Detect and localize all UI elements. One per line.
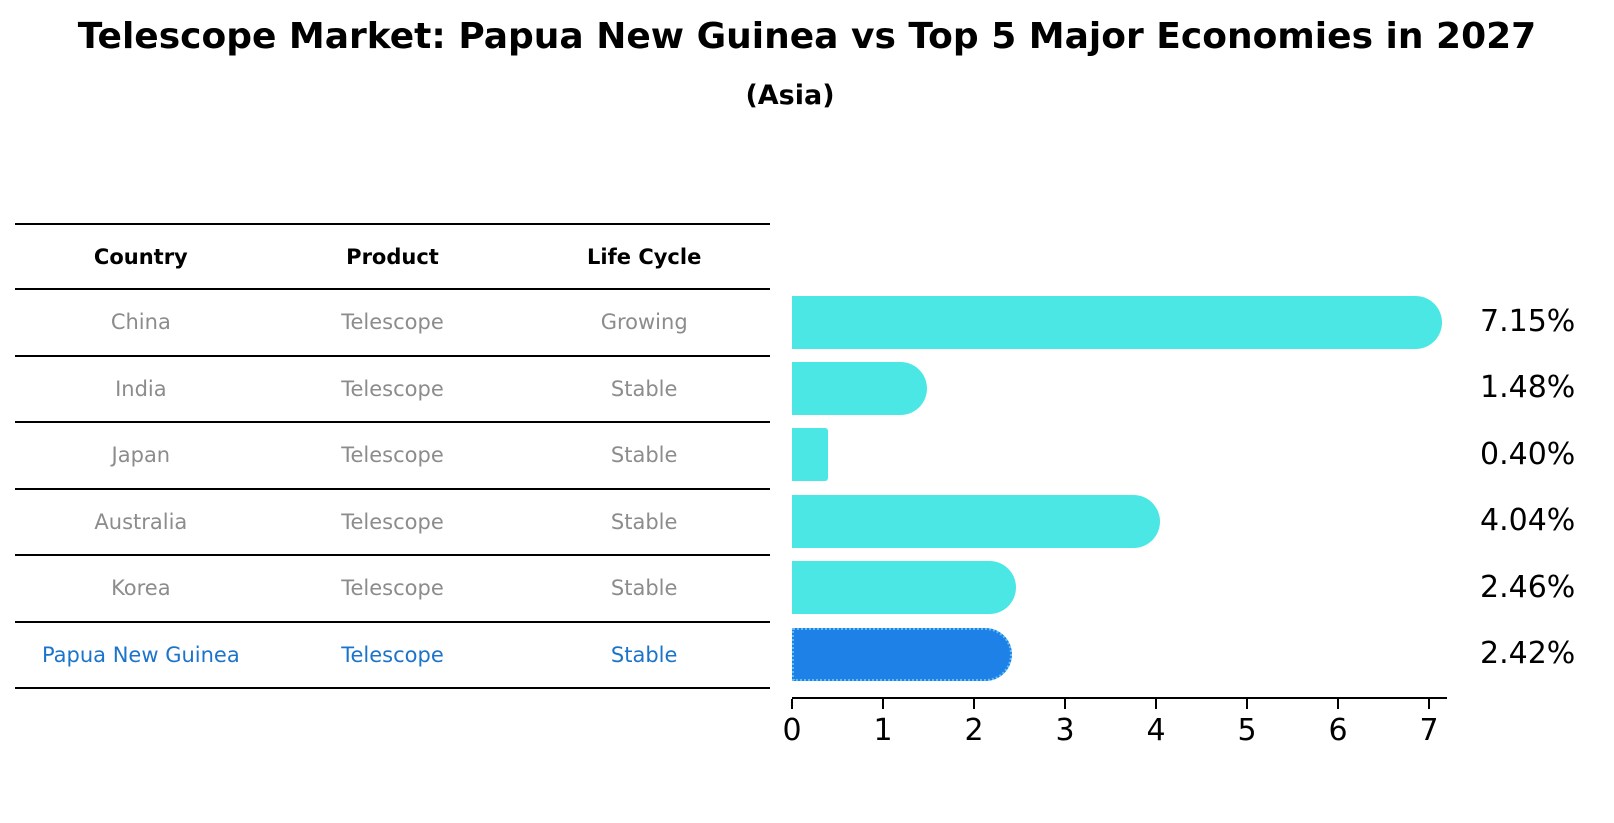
tick-mark-icon [1064, 699, 1066, 709]
tick-label: 6 [1328, 713, 1348, 748]
cell-country: India [115, 376, 167, 401]
tick-mark-icon [1337, 699, 1339, 709]
bar-china [792, 296, 1443, 349]
cell-life-cycle: Stable [610, 376, 678, 401]
bar-india [792, 362, 927, 415]
cell-country: Australia [94, 509, 188, 534]
value-label-india: 1.48% [1480, 370, 1576, 405]
tick-mark-icon [1155, 699, 1157, 709]
table-row-india: India Telescope Stable [15, 357, 770, 423]
bar-plot [792, 0, 1447, 697]
cell-product: Telescope [341, 576, 444, 601]
value-label-korea: 2.46% [1480, 570, 1576, 605]
tick-mark-icon [1428, 699, 1430, 709]
bar-papua-new-guinea [792, 628, 1013, 681]
tick-label: 5 [1237, 713, 1257, 748]
cell-life-cycle: Stable [610, 443, 678, 468]
cell-product: Telescope [341, 443, 444, 468]
value-label-papua-new-guinea: 2.42% [1480, 636, 1576, 671]
tick-label: 3 [1055, 713, 1075, 748]
country-table: Country Product Life Cycle China Telesco… [15, 223, 770, 689]
value-label-japan: 0.40% [1480, 437, 1576, 472]
x-axis: 0 1 2 3 4 5 6 7 [782, 697, 1447, 749]
cell-country: Korea [111, 576, 171, 601]
tick-label: 2 [964, 713, 984, 748]
column-header-life-cycle: Life Cycle [587, 244, 702, 269]
cell-country: China [110, 310, 171, 335]
cell-country: Papua New Guinea [41, 642, 240, 667]
column-header-product: Product [346, 244, 439, 269]
table-row-japan: Japan Telescope Stable [15, 423, 770, 490]
cell-life-cycle: Stable [610, 642, 678, 667]
tick-mark-icon [882, 699, 884, 709]
table-row-korea: Korea Telescope Stable [15, 556, 770, 623]
table-row-papua-new-guinea: Papua New Guinea Telescope Stable [15, 623, 770, 689]
tick-label: 1 [873, 713, 893, 748]
cell-country: Japan [111, 443, 171, 468]
cell-product: Telescope [341, 310, 444, 335]
tick-mark-icon [791, 699, 793, 709]
bar-korea [792, 561, 1016, 614]
tick-label: 7 [1419, 713, 1439, 748]
cell-product: Telescope [341, 509, 444, 534]
table-row-australia: Australia Telescope Stable [15, 490, 770, 556]
value-label-china: 7.15% [1480, 304, 1576, 339]
bar-japan [792, 428, 829, 481]
chart-title: Telescope Market: Papua New Guinea vs To… [77, 16, 1537, 57]
table-row-china: China Telescope Growing [15, 290, 770, 357]
bar-australia [792, 495, 1160, 548]
cell-product: Telescope [341, 642, 444, 667]
tick-mark-icon [973, 699, 975, 709]
tick-label: 4 [1146, 713, 1166, 748]
value-label-australia: 4.04% [1480, 503, 1576, 538]
tick-label: 0 [782, 713, 802, 748]
tick-mark-icon [1246, 699, 1248, 709]
cell-life-cycle: Stable [610, 509, 678, 534]
cell-product: Telescope [341, 376, 444, 401]
chart-subtitle: (Asia) [745, 80, 835, 111]
table-header-row: Country Product Life Cycle [15, 225, 770, 290]
cell-life-cycle: Stable [610, 576, 678, 601]
cell-life-cycle: Growing [600, 310, 688, 335]
column-header-country: Country [93, 244, 188, 269]
